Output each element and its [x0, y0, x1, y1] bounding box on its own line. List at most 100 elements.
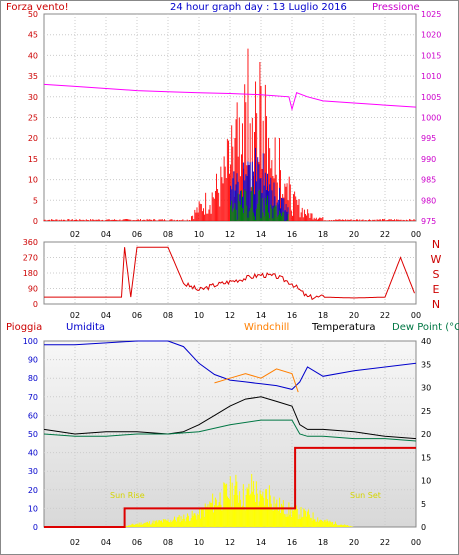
- x-tick-label: 12: [225, 230, 235, 239]
- y-tick-label: 20: [28, 134, 38, 143]
- y-tick-label: 50: [28, 430, 38, 439]
- y-tick-label: 80: [28, 374, 38, 383]
- x-tick-label: 20: [349, 311, 359, 320]
- y-tick-label: 100: [23, 337, 38, 346]
- sunrise-label: Sun Rise: [110, 491, 145, 500]
- x-tick-label: 22: [380, 230, 390, 239]
- x-tick-label: 00: [411, 230, 421, 239]
- x-tick-label: 16: [287, 311, 297, 320]
- humidity-label: Umidita: [66, 322, 105, 333]
- y-tick-label: 15: [421, 453, 431, 462]
- x-tick-label: 16: [287, 538, 297, 547]
- x-tick-label: 10: [194, 230, 204, 239]
- x-tick-label: 00: [411, 311, 421, 320]
- x-tick-label: 06: [132, 538, 142, 547]
- y-tick-label: 40: [28, 51, 38, 60]
- y-tick-label: 30: [28, 93, 38, 102]
- y-tick-label: 10: [421, 477, 431, 486]
- x-tick-label: 18: [318, 230, 328, 239]
- x-tick-label: 04: [101, 230, 111, 239]
- x-tick-label: 00: [411, 538, 421, 547]
- x-tick-label: 22: [380, 538, 390, 547]
- dewpoint-label: Dew Point (°C: [392, 322, 459, 333]
- y-tick-label: 25: [421, 407, 431, 416]
- y-tick-label: 995: [421, 134, 436, 143]
- y-tick-label: 270: [23, 254, 38, 263]
- direction-letter: N: [432, 298, 440, 311]
- dewpoint-line: [43, 419, 417, 442]
- direction-letter: S: [433, 268, 440, 281]
- y-tick-label: 30: [28, 467, 38, 476]
- y-tick-label: 0: [33, 300, 38, 309]
- direction-letter: E: [433, 283, 440, 296]
- y-tick-label: 10: [28, 504, 38, 513]
- y-tick-label: 30: [421, 384, 431, 393]
- pressure-label: Pressione: [372, 2, 420, 13]
- y-tick-label: 90: [28, 285, 38, 294]
- y-tick-label: 5: [33, 196, 38, 205]
- x-tick-label: 02: [70, 538, 80, 547]
- x-tick-label: 06: [132, 311, 142, 320]
- x-tick-label: 18: [318, 311, 328, 320]
- y-tick-label: 1010: [421, 72, 441, 81]
- x-tick-label: 04: [101, 538, 111, 547]
- x-tick-label: 12: [225, 311, 235, 320]
- y-tick-label: 360: [23, 238, 38, 247]
- y-tick-label: 35: [421, 360, 431, 369]
- y-tick-label: 1000: [421, 114, 441, 123]
- y-tick-label: 0: [421, 523, 426, 532]
- y-tick-label: 10: [28, 176, 38, 185]
- pressure-line: [43, 83, 417, 112]
- x-tick-label: 20: [349, 538, 359, 547]
- x-tick-label: 10: [194, 538, 204, 547]
- direction-line: [44, 246, 415, 301]
- direction-panel: 0 90 180 270 360 02 04 06 08 10 12 14 16 18 20 22 00: [23, 238, 421, 320]
- y-tick-label: 50: [28, 10, 38, 19]
- x-tick-label: 08: [163, 538, 173, 547]
- x-tick-label: 02: [70, 230, 80, 239]
- wind-label: Forza vento!: [6, 2, 69, 13]
- x-tick-label: 18: [318, 538, 328, 547]
- direction-letter: W: [431, 253, 442, 266]
- humidity-line: [44, 340, 417, 390]
- rain-label: Pioggia: [6, 322, 42, 333]
- y-tick-label: 0: [33, 523, 38, 532]
- graph-title: 24 hour graph day : 13 Luglio 2016: [170, 2, 347, 13]
- y-tick-label: 40: [421, 337, 431, 346]
- y-tick-label: 20: [28, 486, 38, 495]
- y-tick-label: 35: [28, 72, 38, 81]
- y-tick-label: 60: [28, 411, 38, 420]
- wind-pressure-panel: 0510152025303540455097598098599099510001…: [28, 10, 442, 239]
- x-tick-label: 22: [380, 311, 390, 320]
- y-tick-label: 1015: [421, 51, 441, 60]
- y-tick-label: 5: [421, 500, 426, 509]
- x-tick-label: 16: [287, 230, 297, 239]
- x-tick-label: 06: [132, 230, 142, 239]
- y-tick-label: 90: [28, 356, 38, 365]
- y-tick-label: 975: [421, 217, 436, 226]
- x-tick-label: 14: [256, 538, 266, 547]
- y-tick-label: 1020: [421, 31, 441, 40]
- y-tick-label: 990: [421, 155, 436, 164]
- x-tick-label: 04: [101, 311, 111, 320]
- y-tick-label: 20: [421, 430, 431, 439]
- y-tick-label: 980: [421, 196, 436, 205]
- y-tick-label: 45: [28, 31, 38, 40]
- y-tick-label: 0: [33, 217, 38, 226]
- temperature-label: Temperatura: [311, 322, 376, 333]
- y-tick-label: 180: [23, 269, 38, 278]
- x-tick-label: 10: [194, 311, 204, 320]
- temperature-line: [43, 396, 417, 440]
- y-tick-label: 985: [421, 176, 436, 185]
- x-tick-label: 02: [70, 311, 80, 320]
- y-tick-label: 15: [28, 155, 38, 164]
- x-tick-label: 20: [349, 230, 359, 239]
- windchill-line: [214, 368, 299, 393]
- y-tick-label: 1025: [421, 10, 441, 19]
- x-tick-label: 14: [256, 230, 266, 239]
- x-tick-label: 12: [225, 538, 235, 547]
- y-tick-label: 25: [28, 114, 38, 123]
- windchill-label: Windchill: [244, 322, 289, 333]
